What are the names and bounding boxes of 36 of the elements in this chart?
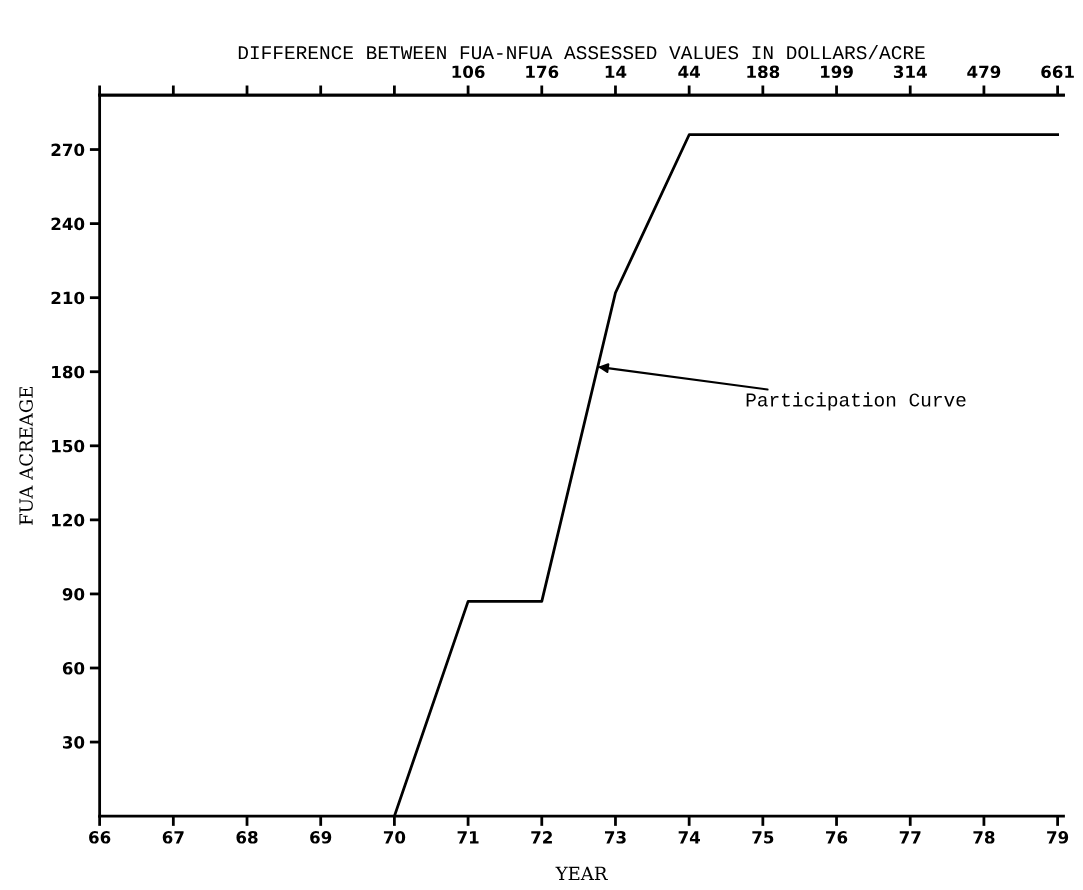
y-tick-label: 60 [62, 661, 85, 675]
x-tick-label: 70 [383, 831, 406, 844]
y-axis-title: FUA ACREAGE [19, 387, 33, 525]
x-tick-label: 76 [826, 831, 848, 844]
y-tick-label: 270 [51, 143, 85, 157]
x-tick-label: 69 [310, 831, 332, 844]
annotation: Participation Curve [746, 392, 966, 411]
annotation: 14 [605, 65, 627, 78]
x-tick-label: 72 [531, 831, 552, 844]
annotation: 314 [893, 65, 927, 79]
x-tick-label: 78 [973, 831, 995, 844]
x-tick-label: 74 [678, 831, 700, 844]
y-tick-label: 150 [52, 439, 85, 453]
x-tick-label: 71 [457, 831, 479, 844]
annotation: 661 [1041, 65, 1074, 79]
annotation: 44 [678, 65, 700, 78]
x2-axis-title: DIFFERENCE BETWEEN FUA-NFUA ASSESSED VALUES IN DOLLARS/ACRE [238, 45, 925, 60]
y-tick-label: 210 [51, 291, 85, 305]
y-tick-label: 90 [62, 587, 85, 601]
x-tick-label: 77 [899, 831, 921, 844]
x-tick-label: 68 [236, 831, 258, 844]
x-axis-title: YEAR [555, 866, 608, 881]
annotation: 188 [747, 65, 780, 79]
annotation: 199 [821, 65, 853, 79]
y-tick-label: 240 [51, 217, 85, 231]
x-tick-label: 79 [1047, 831, 1069, 844]
x-tick-label: 67 [162, 831, 184, 844]
x-tick-label: 73 [604, 831, 626, 844]
annotation: 176 [526, 65, 559, 79]
y-tick-label: 120 [52, 513, 85, 527]
x-tick-label: 75 [752, 831, 774, 844]
annotation: 106 [452, 65, 485, 79]
annotation: 479 [967, 65, 1001, 79]
y-tick-label: 30 [62, 736, 85, 749]
x-tick-label: 66 [89, 831, 111, 844]
y-tick-label: 180 [52, 365, 85, 379]
